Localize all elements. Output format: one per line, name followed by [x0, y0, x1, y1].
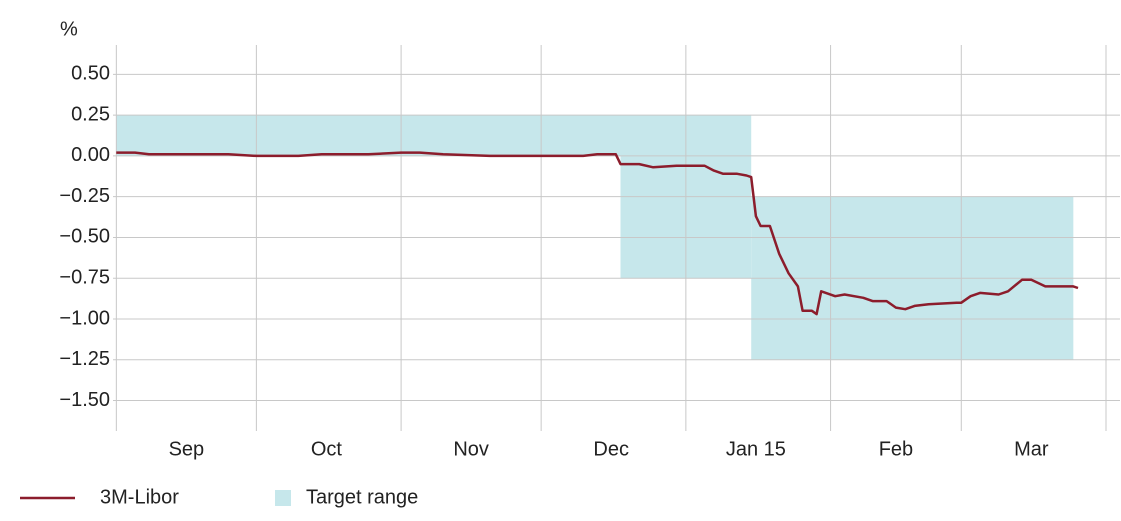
y-tick-label: −1.00: [59, 307, 110, 329]
legend-label: 3M-Libor: [100, 486, 179, 508]
y-tick-label: −1.50: [59, 389, 110, 411]
x-tick-label: Dec: [593, 438, 629, 460]
x-tick-label: Jan 15: [726, 438, 786, 460]
libor-line: [116, 151, 1079, 316]
y-axis-label: %: [60, 18, 78, 40]
y-tick-label: −0.25: [59, 185, 110, 207]
x-tick-label: Sep: [169, 438, 205, 460]
legend-swatch: [275, 490, 291, 506]
y-tick-label: −1.25: [59, 348, 110, 370]
x-tick-label: Nov: [453, 438, 489, 460]
y-tick-label: 0.25: [71, 103, 110, 125]
x-tick-label: Oct: [311, 438, 343, 460]
x-tick-label: Feb: [879, 438, 913, 460]
legend-label: Target range: [306, 486, 418, 508]
y-tick-label: −0.50: [59, 226, 110, 248]
target-range-band: [116, 115, 621, 156]
y-tick-label: 0.50: [71, 63, 110, 85]
y-tick-label: 0.00: [71, 144, 110, 166]
y-tick-label: −0.75: [59, 267, 110, 289]
x-tick-label: Mar: [1014, 438, 1049, 460]
